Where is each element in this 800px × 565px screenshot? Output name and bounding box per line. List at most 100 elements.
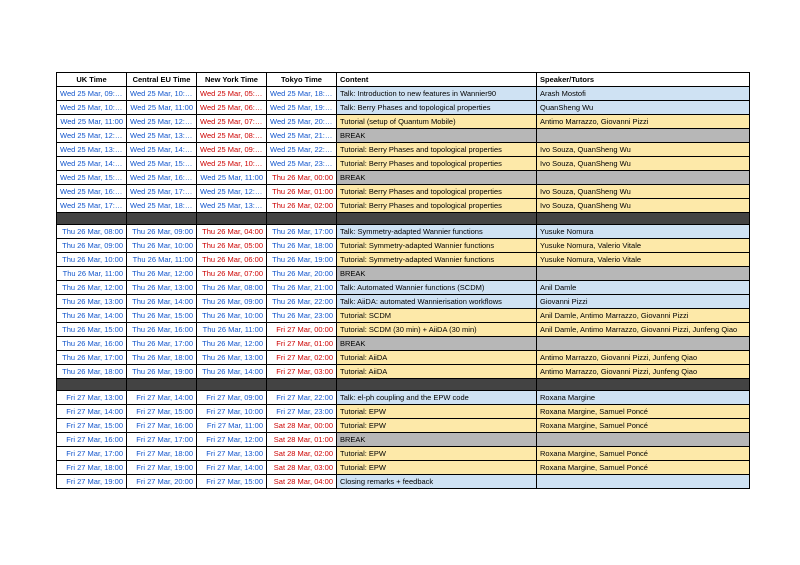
table-row: Fri 27 Mar, 19:00Fri 27 Mar, 20:00Fri 27…: [57, 475, 750, 489]
time-cell-3: Thu 26 Mar, 20:00: [267, 267, 337, 281]
time-cell-2: Thu 26 Mar, 04:00: [197, 225, 267, 239]
time-cell-3: Thu 26 Mar, 17:00: [267, 225, 337, 239]
content-cell: Tutorial: SCDM (30 min) + AiiDA (30 min): [337, 323, 537, 337]
table-row: Thu 26 Mar, 09:00Thu 26 Mar, 10:00Thu 26…: [57, 239, 750, 253]
col-ny: New York Time: [197, 73, 267, 87]
separator-cell: [197, 379, 267, 391]
time-cell-0: Wed 25 Mar, 17:00: [57, 199, 127, 213]
table-row: Wed 25 Mar, 14:00Wed 25 Mar, 15:00Wed 25…: [57, 157, 750, 171]
time-cell-2: Wed 25 Mar, 13:00: [197, 199, 267, 213]
content-cell: BREAK: [337, 337, 537, 351]
speaker-cell: QuanSheng Wu: [537, 101, 750, 115]
time-cell-2: Wed 25 Mar, 06:00: [197, 101, 267, 115]
speaker-cell: [537, 433, 750, 447]
col-speaker: Speaker/Tutors: [537, 73, 750, 87]
content-cell: Tutorial: Berry Phases and topological p…: [337, 143, 537, 157]
time-cell-1: Thu 26 Mar, 19:00: [127, 365, 197, 379]
time-cell-2: Thu 26 Mar, 13:00: [197, 351, 267, 365]
time-cell-2: Wed 25 Mar, 05:00: [197, 87, 267, 101]
time-cell-1: Wed 25 Mar, 11:00: [127, 101, 197, 115]
time-cell-3: Wed 25 Mar, 20:00: [267, 115, 337, 129]
time-cell-3: Fri 27 Mar, 02:00: [267, 351, 337, 365]
time-cell-0: Fri 27 Mar, 18:00: [57, 461, 127, 475]
time-cell-3: Fri 27 Mar, 22:00: [267, 391, 337, 405]
time-cell-0: Fri 27 Mar, 13:00: [57, 391, 127, 405]
separator-cell: [267, 379, 337, 391]
content-cell: BREAK: [337, 171, 537, 185]
separator-cell: [57, 213, 127, 225]
speaker-cell: Roxana Margine, Samuel Poncé: [537, 419, 750, 433]
time-cell-2: Fri 27 Mar, 10:00: [197, 405, 267, 419]
time-cell-2: Wed 25 Mar, 10:00: [197, 157, 267, 171]
speaker-cell: Ivo Souza, QuanSheng Wu: [537, 157, 750, 171]
time-cell-1: Fri 27 Mar, 15:00: [127, 405, 197, 419]
table-row: Fri 27 Mar, 16:00Fri 27 Mar, 17:00Fri 27…: [57, 433, 750, 447]
time-cell-0: Wed 25 Mar, 15:00: [57, 171, 127, 185]
time-cell-1: Wed 25 Mar, 14:00: [127, 143, 197, 157]
time-cell-2: Thu 26 Mar, 11:00: [197, 323, 267, 337]
time-cell-3: Wed 25 Mar, 21:00: [267, 129, 337, 143]
time-cell-1: Thu 26 Mar, 18:00: [127, 351, 197, 365]
time-cell-0: Wed 25 Mar, 10:00: [57, 101, 127, 115]
time-cell-1: Wed 25 Mar, 10:00: [127, 87, 197, 101]
content-cell: Tutorial: SCDM: [337, 309, 537, 323]
time-cell-3: Thu 26 Mar, 22:00: [267, 295, 337, 309]
time-cell-1: Fri 27 Mar, 16:00: [127, 419, 197, 433]
time-cell-3: Thu 26 Mar, 19:00: [267, 253, 337, 267]
table-row: Wed 25 Mar, 13:00Wed 25 Mar, 14:00Wed 25…: [57, 143, 750, 157]
table-row: Thu 26 Mar, 14:00Thu 26 Mar, 15:00Thu 26…: [57, 309, 750, 323]
time-cell-1: Thu 26 Mar, 09:00: [127, 225, 197, 239]
time-cell-2: Thu 26 Mar, 10:00: [197, 309, 267, 323]
content-cell: Talk: Berry Phases and topological prope…: [337, 101, 537, 115]
col-tokyo: Tokyo Time: [267, 73, 337, 87]
time-cell-1: Wed 25 Mar, 16:00: [127, 171, 197, 185]
table-row: Thu 26 Mar, 15:00Thu 26 Mar, 16:00Thu 26…: [57, 323, 750, 337]
speaker-cell: Roxana Margine: [537, 391, 750, 405]
time-cell-2: Wed 25 Mar, 07:00: [197, 115, 267, 129]
time-cell-2: Fri 27 Mar, 11:00: [197, 419, 267, 433]
table-row: Thu 26 Mar, 10:00Thu 26 Mar, 11:00Thu 26…: [57, 253, 750, 267]
table-row: Wed 25 Mar, 16:00Wed 25 Mar, 17:00Wed 25…: [57, 185, 750, 199]
time-cell-0: Wed 25 Mar, 11:00: [57, 115, 127, 129]
content-cell: Talk: AiiDA: automated Wannierisation wo…: [337, 295, 537, 309]
time-cell-2: Fri 27 Mar, 15:00: [197, 475, 267, 489]
time-cell-3: Wed 25 Mar, 19:00: [267, 101, 337, 115]
speaker-cell: Arash Mostofi: [537, 87, 750, 101]
time-cell-3: Thu 26 Mar, 00:00: [267, 171, 337, 185]
time-cell-2: Thu 26 Mar, 09:00: [197, 295, 267, 309]
time-cell-0: Wed 25 Mar, 12:00: [57, 129, 127, 143]
time-cell-1: Fri 27 Mar, 18:00: [127, 447, 197, 461]
speaker-cell: Roxana Margine, Samuel Poncé: [537, 405, 750, 419]
time-cell-1: Wed 25 Mar, 12:00: [127, 115, 197, 129]
speaker-cell: Yusuke Nomura, Valerio Vitale: [537, 239, 750, 253]
time-cell-1: Thu 26 Mar, 16:00: [127, 323, 197, 337]
speaker-cell: Antimo Marrazzo, Giovanni Pizzi: [537, 115, 750, 129]
time-cell-0: Wed 25 Mar, 14:00: [57, 157, 127, 171]
time-cell-0: Wed 25 Mar, 09:00: [57, 87, 127, 101]
speaker-cell: Giovanni Pizzi: [537, 295, 750, 309]
time-cell-0: Wed 25 Mar, 16:00: [57, 185, 127, 199]
speaker-cell: Anil Damle, Antimo Marrazzo, Giovanni Pi…: [537, 323, 750, 337]
time-cell-0: Thu 26 Mar, 08:00: [57, 225, 127, 239]
time-cell-3: Wed 25 Mar, 23:00: [267, 157, 337, 171]
col-ceu: Central EU Time: [127, 73, 197, 87]
speaker-cell: [537, 475, 750, 489]
time-cell-3: Thu 26 Mar, 18:00: [267, 239, 337, 253]
content-cell: BREAK: [337, 129, 537, 143]
table-row: Wed 25 Mar, 11:00Wed 25 Mar, 12:00Wed 25…: [57, 115, 750, 129]
time-cell-2: Thu 26 Mar, 05:00: [197, 239, 267, 253]
separator-cell: [197, 213, 267, 225]
speaker-cell: Ivo Souza, QuanSheng Wu: [537, 199, 750, 213]
time-cell-1: Wed 25 Mar, 15:00: [127, 157, 197, 171]
time-cell-1: Fri 27 Mar, 20:00: [127, 475, 197, 489]
time-cell-1: Wed 25 Mar, 13:00: [127, 129, 197, 143]
time-cell-2: Wed 25 Mar, 08:00: [197, 129, 267, 143]
content-cell: Talk: Introduction to new features in Wa…: [337, 87, 537, 101]
time-cell-0: Thu 26 Mar, 18:00: [57, 365, 127, 379]
content-cell: Tutorial: Symmetry-adapted Wannier funct…: [337, 239, 537, 253]
content-cell: Tutorial (setup of Quantum Mobile): [337, 115, 537, 129]
speaker-cell: Ivo Souza, QuanSheng Wu: [537, 143, 750, 157]
time-cell-3: Fri 27 Mar, 23:00: [267, 405, 337, 419]
content-cell: Talk: Symmetry-adapted Wannier functions: [337, 225, 537, 239]
time-cell-3: Thu 26 Mar, 23:00: [267, 309, 337, 323]
